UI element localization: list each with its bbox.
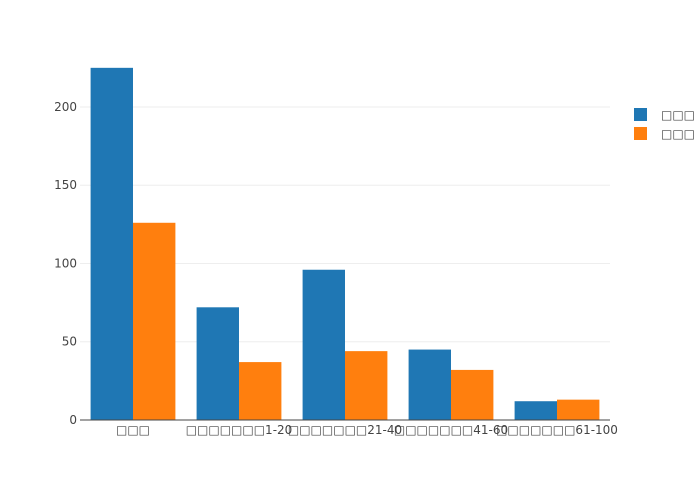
bar-series-2-2 (239, 362, 282, 420)
bar-series-2-1 (133, 222, 176, 420)
x-tick-label: □□□□□□□1-20 (186, 423, 293, 437)
bar-series-1-5 (514, 401, 557, 420)
x-tick-label: □□□□□□□41-60 (394, 423, 508, 437)
bar-series-2-3 (345, 351, 388, 420)
y-tick-label: 200 (54, 100, 77, 114)
legend-swatch-2 (634, 127, 647, 140)
legend-label-1: □□□ (661, 108, 695, 122)
x-tick-label: □□□□□□□21-40 (288, 423, 402, 437)
bar-series-2-5 (557, 399, 600, 420)
x-tick-label: □□□□□□□61-100 (496, 423, 618, 437)
legend-swatch-1 (634, 108, 647, 121)
y-tick-label: 50 (62, 335, 77, 349)
bar-series-1-4 (408, 349, 451, 420)
bars-layer (90, 67, 600, 420)
y-tick-label: 100 (54, 256, 77, 270)
bar-series-2-4 (451, 369, 494, 420)
legend-label-2: □□□ (661, 127, 695, 141)
y-tick-label: 150 (54, 178, 77, 192)
bar-series-1-1 (90, 67, 133, 420)
y-tick-label: 0 (69, 413, 77, 427)
legend: □□□ □□□ (634, 108, 695, 141)
bar-series-1-3 (302, 269, 345, 420)
bar-series-1-2 (196, 307, 239, 420)
x-tick-label: □□□ (116, 423, 150, 437)
